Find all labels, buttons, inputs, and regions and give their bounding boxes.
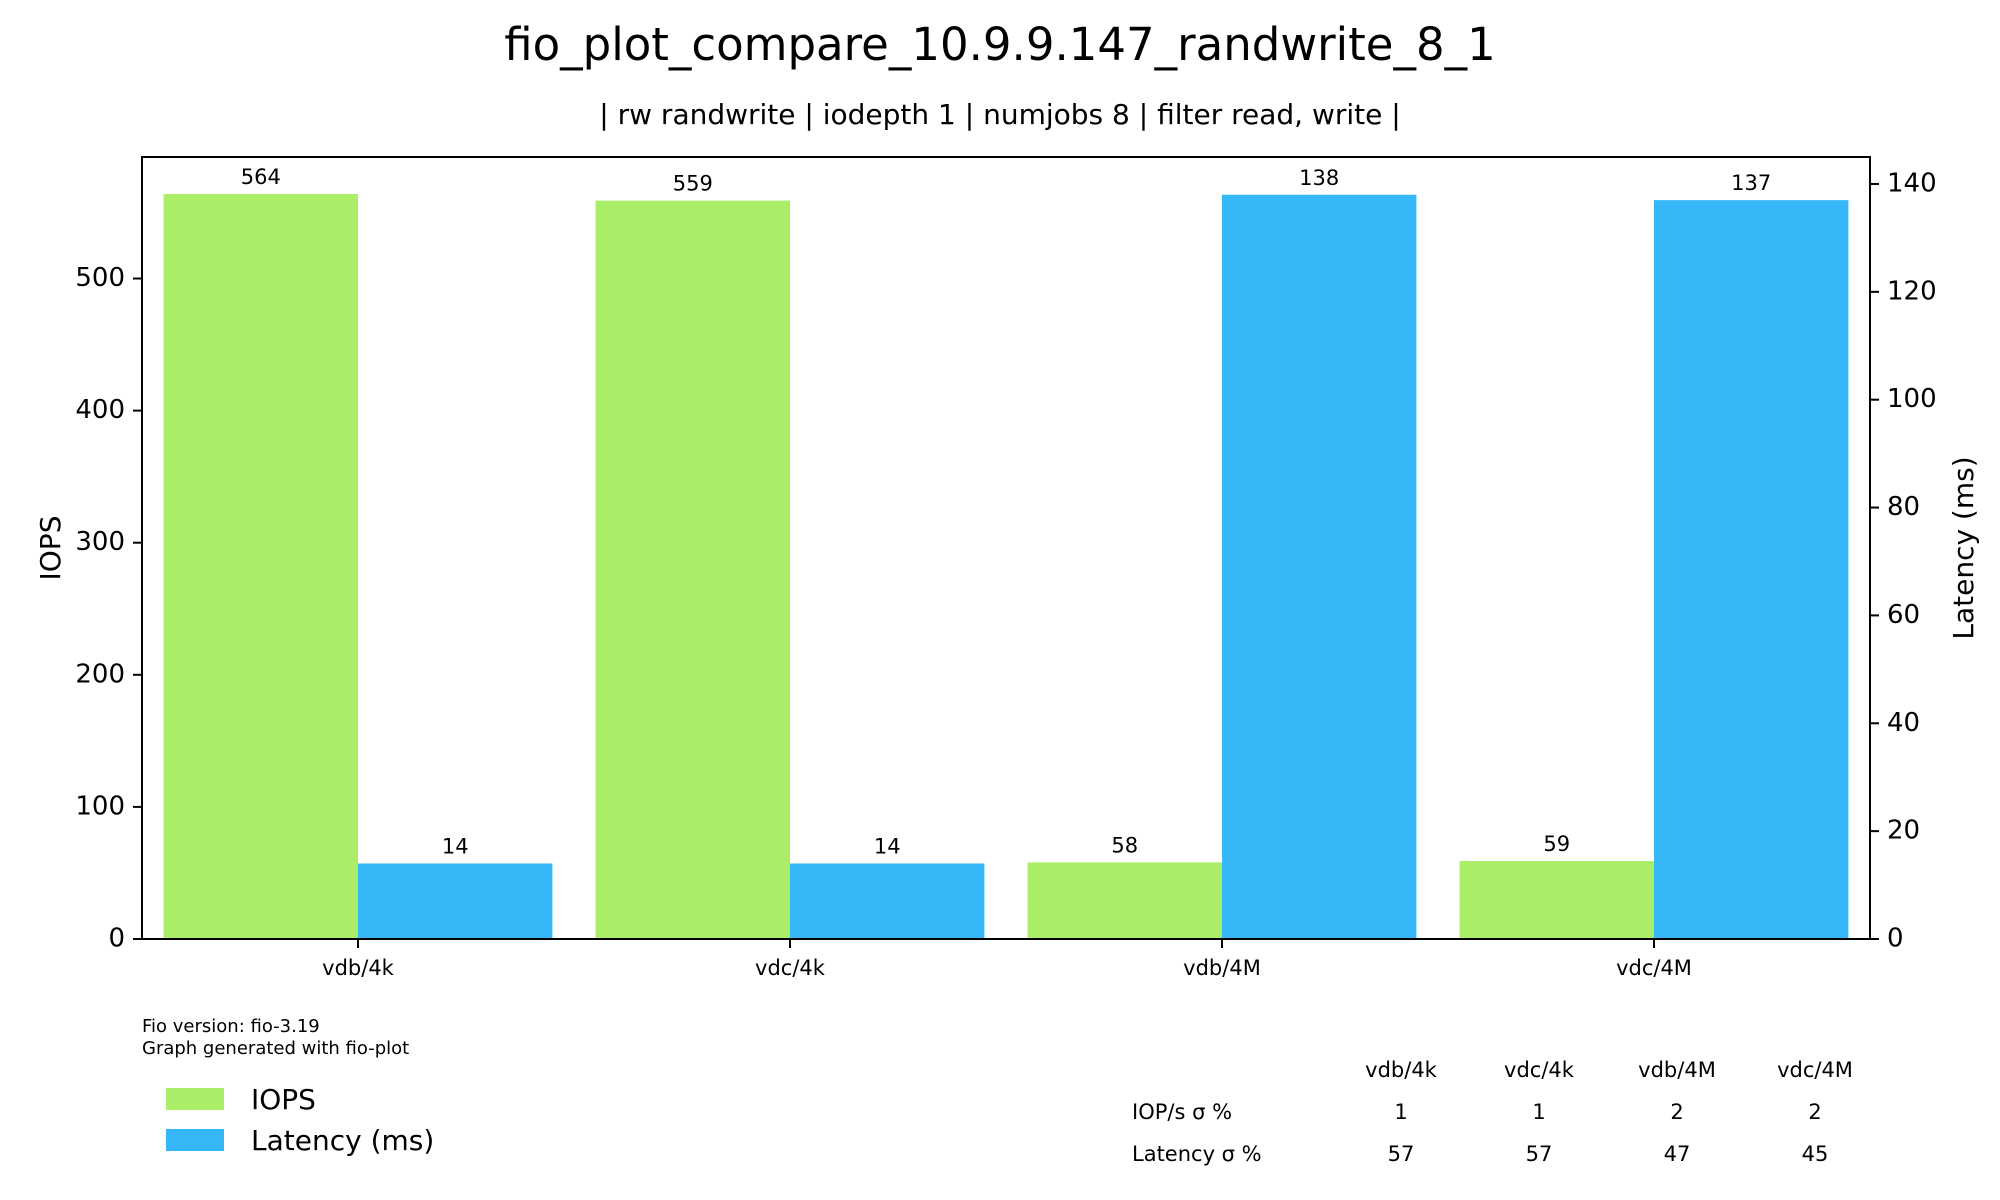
stddev-cell: 45 <box>1801 1142 1829 1166</box>
left-axis-tick-label: 0 <box>108 924 125 954</box>
bar-value-label: 58 <box>1111 833 1138 857</box>
bar-value-label: 14 <box>442 834 469 858</box>
stddev-cell: 1 <box>1394 1100 1408 1124</box>
bar-iops <box>163 193 358 940</box>
bar-latency-ms <box>358 863 553 939</box>
bar-iops <box>1027 862 1222 939</box>
bars-group <box>163 193 1849 940</box>
stddev-cell: 1 <box>1532 1100 1546 1124</box>
stddev-cell: 2 <box>1670 1100 1684 1124</box>
right-axis-tick-label: 100 <box>1887 384 1937 414</box>
bar-latency-ms <box>1222 194 1417 940</box>
right-axis-tick-label: 60 <box>1887 600 1920 630</box>
x-axis-tick-label: vdb/4k <box>322 956 395 980</box>
stddev-table: vdb/4k vdc/4k vdb/4M vdc/4M IOP/s σ % 1 … <box>1118 1049 1884 1175</box>
y-axis-label-right: Latency (ms) <box>1947 456 1980 639</box>
stddev-cell: 57 <box>1525 1142 1553 1166</box>
bar-latency-ms <box>790 863 985 939</box>
legend-item-latency: Latency (ms) <box>166 1123 434 1157</box>
right-axis: 0 20 40 60 80 100 120 140 <box>1870 168 1937 954</box>
legend-swatch-latency <box>166 1129 224 1151</box>
bar-iops <box>1459 861 1654 939</box>
stddev-table-header: vdb/4k <box>1365 1058 1437 1082</box>
bar-labels-group: 564 559 58 59 14 14 138 137 <box>241 165 1771 859</box>
bar-value-label: 559 <box>673 172 713 196</box>
left-axis: 0 100 200 300 400 500 <box>75 263 142 954</box>
bar-value-label: 59 <box>1543 832 1570 856</box>
stddev-cell: 2 <box>1808 1100 1822 1124</box>
bar-value-label: 137 <box>1731 171 1771 195</box>
stddev-row-label: IOP/s σ % <box>1132 1100 1233 1124</box>
right-axis-tick-label: 40 <box>1887 708 1920 738</box>
legend-item-iops: IOPS <box>166 1082 316 1116</box>
stddev-table-corner <box>1118 1049 1332 1091</box>
x-axis: vdb/4k vdc/4k vdb/4M vdc/4M <box>322 939 1692 980</box>
x-axis-tick-label: vdc/4M <box>1616 956 1692 980</box>
left-axis-tick-label: 400 <box>75 395 125 425</box>
stddev-table-row-latency: Latency σ % 57 57 47 45 <box>1118 1133 1884 1175</box>
stddev-table-header: vdc/4M <box>1777 1058 1853 1082</box>
bar-chart: 564 559 58 59 14 14 138 137 0 100 200 300 400 500 0 2… <box>34 156 1980 980</box>
stddev-cell: 47 <box>1663 1142 1691 1166</box>
stddev-table-header: vdc/4k <box>1504 1058 1574 1082</box>
x-axis-tick-label: vdc/4k <box>755 956 826 980</box>
stddev-row-label: Latency σ % <box>1132 1142 1262 1166</box>
left-axis-tick-label: 300 <box>75 527 125 557</box>
fio-version-note: Fio version: fio-3.19 <box>142 1016 320 1037</box>
bar-value-label: 138 <box>1299 166 1339 190</box>
legend-swatch-iops <box>166 1088 224 1110</box>
x-axis-tick-label: vdb/4M <box>1183 956 1261 980</box>
stddev-cell: 57 <box>1387 1142 1415 1166</box>
bar-value-label: 14 <box>874 834 901 858</box>
stddev-table-header: vdb/4M <box>1638 1058 1716 1082</box>
right-axis-tick-label: 140 <box>1887 168 1937 198</box>
left-axis-tick-label: 100 <box>75 791 125 821</box>
legend-label-iops: IOPS <box>251 1082 316 1116</box>
stddev-table-header-row: vdb/4k vdc/4k vdb/4M vdc/4M <box>1118 1049 1884 1091</box>
legend-label-latency: Latency (ms) <box>251 1123 435 1157</box>
right-axis-tick-label: 120 <box>1887 276 1937 306</box>
right-axis-tick-label: 80 <box>1887 492 1920 522</box>
stddev-table-row-iops: IOP/s σ % 1 1 2 2 <box>1118 1091 1884 1133</box>
bar-latency-ms <box>1654 200 1849 939</box>
right-axis-tick-label: 0 <box>1887 924 1904 954</box>
left-axis-tick-label: 200 <box>75 659 125 689</box>
right-axis-tick-label: 20 <box>1887 816 1920 846</box>
left-axis-tick-label: 500 <box>75 263 125 293</box>
generator-note: Graph generated with fio-plot <box>142 1038 410 1059</box>
bar-value-label: 564 <box>241 165 281 189</box>
plot-frame <box>141 156 1871 940</box>
y-axis-label-left: IOPS <box>34 516 67 581</box>
bar-iops <box>595 200 790 940</box>
chart-title: fio_plot_compare_10.9.9.147_randwrite_8_… <box>504 18 1496 71</box>
chart-subtitle: | rw randwrite | iodepth 1 | numjobs 8 |… <box>599 98 1401 131</box>
